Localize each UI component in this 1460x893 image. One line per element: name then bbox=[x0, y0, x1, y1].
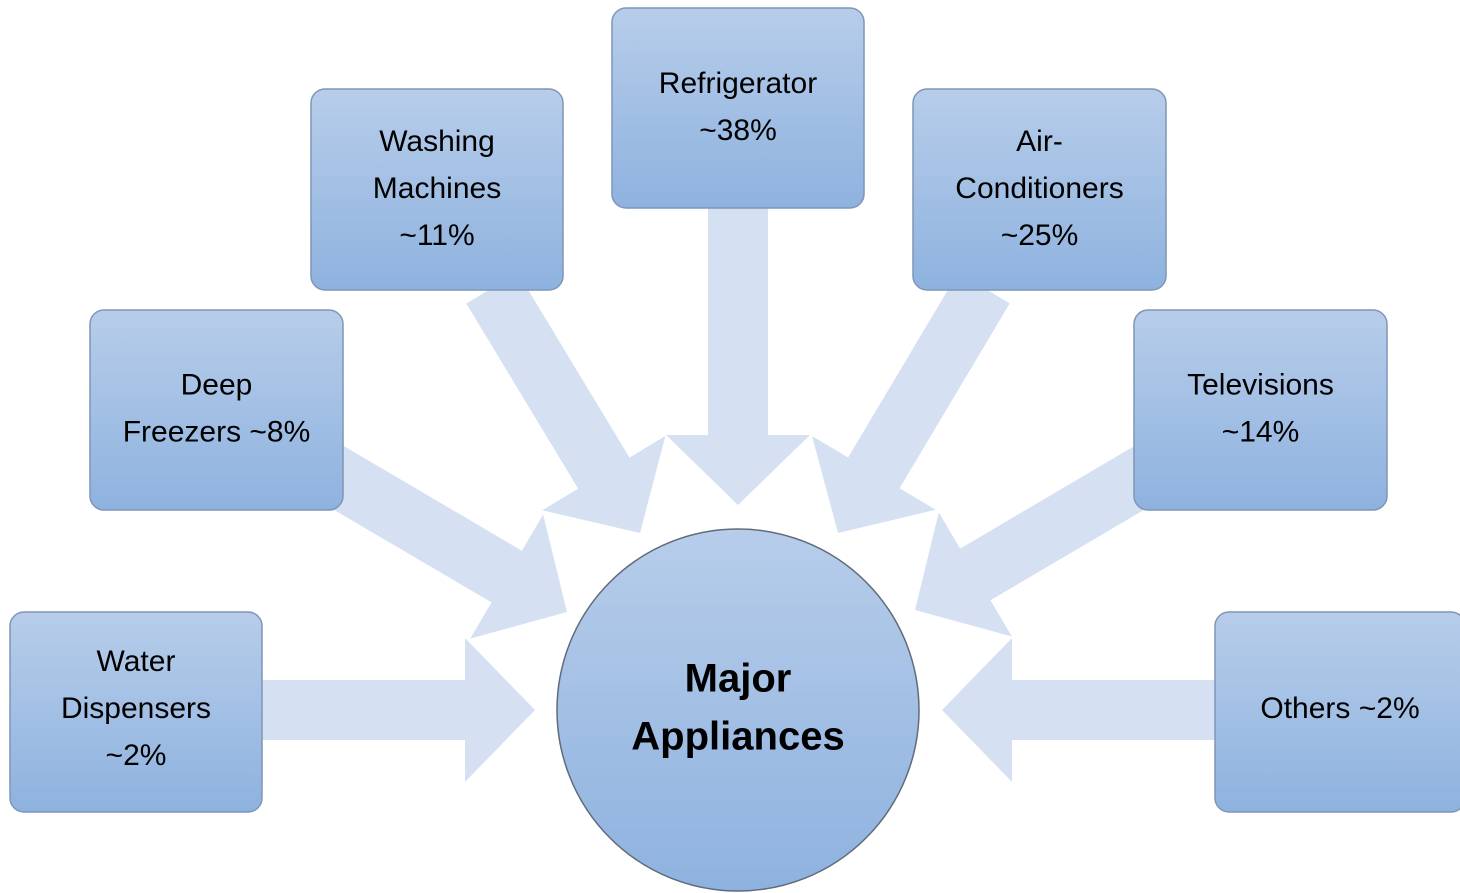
node: Refrigerator ~38% bbox=[611, 7, 865, 209]
arrow bbox=[915, 442, 1172, 637]
node-label: Machines bbox=[373, 172, 501, 205]
nodes: Water Dispensers ~2% Deep Freezers ~8% Washin… bbox=[9, 7, 1460, 892]
node-label: ~11% bbox=[399, 219, 474, 252]
arrows bbox=[262, 208, 1215, 782]
center-label: Appliances bbox=[631, 715, 844, 759]
node-box bbox=[9, 611, 263, 813]
node-box bbox=[89, 309, 344, 511]
node: Others ~2% bbox=[1214, 611, 1460, 813]
center-node: Major Appliances bbox=[556, 528, 920, 892]
node-box bbox=[310, 88, 564, 291]
node: Deep Freezers ~8% bbox=[89, 309, 344, 511]
center-label: Major bbox=[685, 657, 792, 701]
node-label: Refrigerator bbox=[659, 67, 817, 100]
node-box bbox=[1133, 309, 1388, 511]
node-label: ~38% bbox=[699, 114, 777, 147]
node-label: Conditioners bbox=[955, 172, 1123, 205]
node-label: Televisions bbox=[1187, 368, 1334, 401]
node-label: Water bbox=[97, 645, 176, 678]
node-label: Others ~2% bbox=[1260, 692, 1419, 725]
node: Water Dispensers ~2% bbox=[9, 611, 263, 813]
node-box bbox=[912, 88, 1167, 291]
node-label: Air- bbox=[1016, 125, 1063, 158]
node-label: Dispensers bbox=[61, 692, 211, 725]
node-label: ~25% bbox=[1001, 219, 1079, 252]
center-circle bbox=[556, 528, 920, 892]
arrow bbox=[262, 638, 535, 782]
arrow bbox=[942, 638, 1215, 782]
node-label: Deep bbox=[181, 368, 253, 401]
node: Washing Machines ~11% bbox=[310, 88, 564, 291]
node-label: Freezers ~8% bbox=[123, 415, 311, 448]
node-box bbox=[611, 7, 865, 209]
arrow bbox=[666, 208, 810, 505]
arrow bbox=[306, 442, 567, 639]
node: Televisions ~14% bbox=[1133, 309, 1388, 511]
node-label: ~14% bbox=[1222, 415, 1300, 448]
arrow bbox=[466, 272, 666, 533]
node-label: ~2% bbox=[106, 739, 167, 772]
node-label: Washing bbox=[379, 125, 495, 158]
node: Air- Conditioners ~25% bbox=[912, 88, 1167, 291]
node-box bbox=[1214, 611, 1460, 813]
arrow bbox=[812, 272, 1010, 533]
